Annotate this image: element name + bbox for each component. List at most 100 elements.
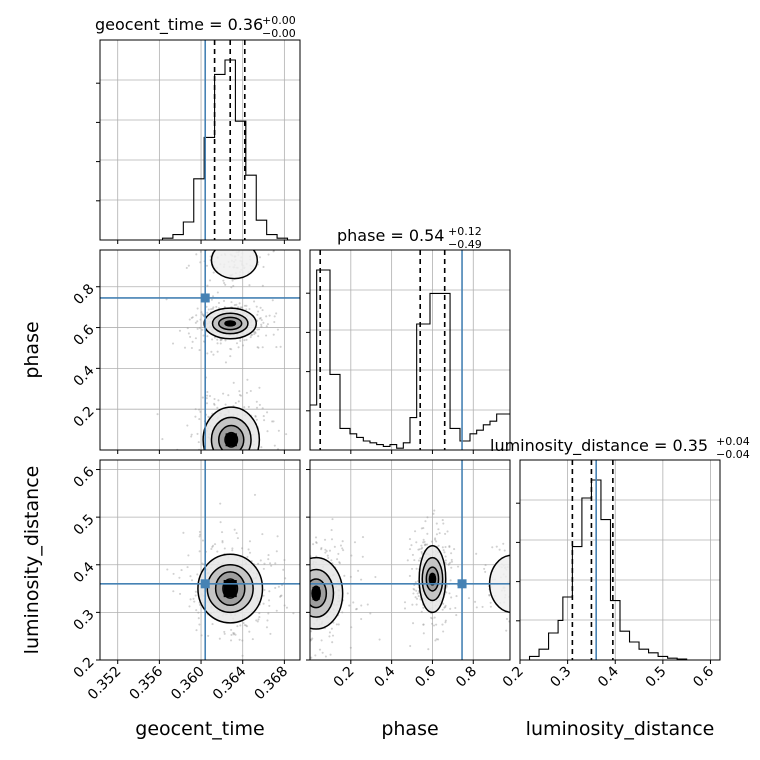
sample-point	[413, 588, 416, 591]
sample-point	[513, 566, 515, 568]
axes-frame	[99, 459, 301, 661]
sample-point	[231, 547, 234, 550]
sample-point	[307, 588, 309, 590]
sample-point	[516, 601, 518, 603]
sample-point	[512, 614, 514, 616]
sample-point	[205, 397, 208, 400]
sample-point	[305, 585, 307, 587]
sample-point	[222, 467, 224, 469]
sample-point	[273, 638, 275, 640]
title-name: luminosity_distance	[490, 436, 649, 456]
sample-point	[421, 552, 424, 555]
sample-point	[403, 607, 407, 610]
sample-point	[420, 547, 423, 550]
sample-point	[198, 408, 201, 411]
sample-point	[198, 550, 201, 553]
sample-point	[262, 602, 265, 605]
sample-point	[297, 600, 299, 602]
sample-point	[219, 521, 222, 524]
sample-point	[187, 332, 190, 335]
sample-point	[241, 654, 244, 657]
contour-line	[425, 566, 440, 592]
sample-point	[414, 581, 417, 584]
sample-point	[360, 604, 363, 607]
contour-line	[311, 585, 321, 602]
sample-point	[261, 407, 264, 410]
tick-label-y: 0.6	[71, 464, 98, 491]
sample-point	[198, 349, 201, 352]
sample-point	[265, 315, 268, 318]
sample-point	[188, 318, 191, 321]
sample-point	[227, 394, 230, 397]
sample-point	[271, 420, 274, 423]
sample-point	[213, 336, 216, 339]
sample-point	[303, 595, 305, 597]
sample-point	[449, 607, 452, 610]
sample-point	[180, 569, 183, 572]
density-level	[211, 250, 258, 279]
axes-frame	[99, 249, 301, 451]
title-geocent-time: geocent_time = 0.36 +0.00 −0.00	[95, 14, 296, 40]
sample-point	[523, 590, 525, 592]
truth-marker	[200, 579, 210, 589]
sample-point	[205, 264, 209, 267]
sample-point	[199, 261, 202, 264]
sample-point	[475, 552, 478, 555]
sample-point	[285, 606, 289, 609]
sample-point	[216, 350, 219, 353]
sample-point	[220, 457, 222, 459]
sample-point	[231, 471, 233, 473]
sample-point	[263, 243, 265, 245]
sample-point	[225, 241, 227, 243]
sample-point	[422, 606, 425, 609]
sample-point	[272, 420, 275, 423]
sample-point	[251, 638, 254, 641]
sample-point	[448, 592, 451, 595]
sample-point	[212, 471, 214, 473]
sample-point	[328, 549, 332, 552]
sample-point	[304, 577, 306, 579]
tick-label-x: 0.4	[595, 663, 622, 690]
sample-point	[306, 592, 308, 594]
sample-point	[488, 593, 491, 597]
sample-point	[219, 342, 222, 345]
sample-point	[222, 279, 225, 282]
contour-line	[211, 312, 249, 335]
sample-point	[246, 247, 248, 249]
sample-point	[189, 598, 192, 601]
sample-point	[505, 629, 508, 632]
sample-point	[248, 463, 250, 465]
sample-point	[324, 548, 327, 551]
sample-point	[260, 318, 263, 322]
sample-point	[274, 570, 276, 572]
sample-point	[283, 558, 286, 562]
tick-label-x: 0.360	[168, 664, 208, 704]
sample-point	[198, 418, 201, 421]
sample-point	[337, 623, 340, 626]
sample-point	[234, 633, 237, 636]
sample-point	[406, 559, 409, 562]
sample-point	[325, 550, 328, 553]
sample-point	[232, 284, 235, 288]
tick-label-y: 0.5	[71, 511, 98, 538]
sample-point	[513, 577, 515, 579]
sample-point	[303, 598, 305, 600]
sample-point	[161, 438, 164, 441]
sample-point	[307, 608, 309, 610]
sample-point	[241, 547, 244, 550]
sample-point	[296, 586, 298, 588]
sample-point	[196, 320, 199, 323]
sample-point	[259, 559, 262, 562]
sample-point	[190, 579, 194, 582]
sample-point	[332, 621, 335, 624]
contour-line	[418, 544, 447, 614]
sample-point	[237, 346, 240, 349]
sample-point	[206, 335, 209, 338]
sample-point	[262, 265, 265, 269]
sample-point	[220, 531, 224, 534]
panel-phase_vs_geocent_time	[100, 241, 300, 479]
sample-point	[523, 535, 525, 537]
sample-point	[210, 477, 212, 479]
sample-point	[516, 557, 518, 559]
sample-point	[435, 540, 438, 543]
